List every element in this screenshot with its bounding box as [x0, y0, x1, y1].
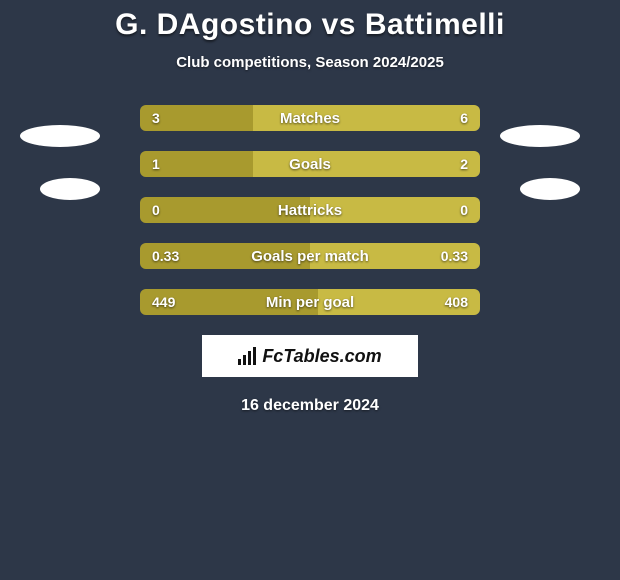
- stat-bar: 36Matches: [140, 105, 480, 131]
- page-title: G. DAgostino vs Battimelli: [0, 8, 620, 42]
- comparison-chart: 36Matches12Goals00Hattricks0.330.33Goals…: [0, 105, 620, 415]
- stat-bar-right: [253, 151, 480, 177]
- stat-bar: 449408Min per goal: [140, 289, 480, 315]
- stat-value-right: 0: [460, 197, 468, 223]
- stat-bar-left: [140, 197, 310, 223]
- stat-bar-right: [253, 105, 480, 131]
- stat-bar: 0.330.33Goals per match: [140, 243, 480, 269]
- stat-bar: 00Hattricks: [140, 197, 480, 223]
- decoration-ellipse: [40, 178, 100, 200]
- watermark-text: FcTables.com: [262, 346, 381, 367]
- subtitle: Club competitions, Season 2024/2025: [0, 54, 620, 71]
- stat-value-left: 0: [152, 197, 160, 223]
- date-label: 16 december 2024: [0, 397, 620, 415]
- stat-value-left: 0.33: [152, 243, 179, 269]
- stat-value-left: 1: [152, 151, 160, 177]
- stat-value-right: 6: [460, 105, 468, 131]
- decoration-ellipse: [500, 125, 580, 147]
- stat-value-right: 408: [445, 289, 468, 315]
- stat-bar-right: [310, 197, 480, 223]
- watermark: FcTables.com: [202, 335, 418, 377]
- stat-value-right: 0.33: [441, 243, 468, 269]
- decoration-ellipse: [520, 178, 580, 200]
- stat-bar: 12Goals: [140, 151, 480, 177]
- chart-icon: [238, 347, 256, 365]
- stat-value-right: 2: [460, 151, 468, 177]
- decoration-ellipse: [20, 125, 100, 147]
- stat-value-left: 3: [152, 105, 160, 131]
- stat-value-left: 449: [152, 289, 175, 315]
